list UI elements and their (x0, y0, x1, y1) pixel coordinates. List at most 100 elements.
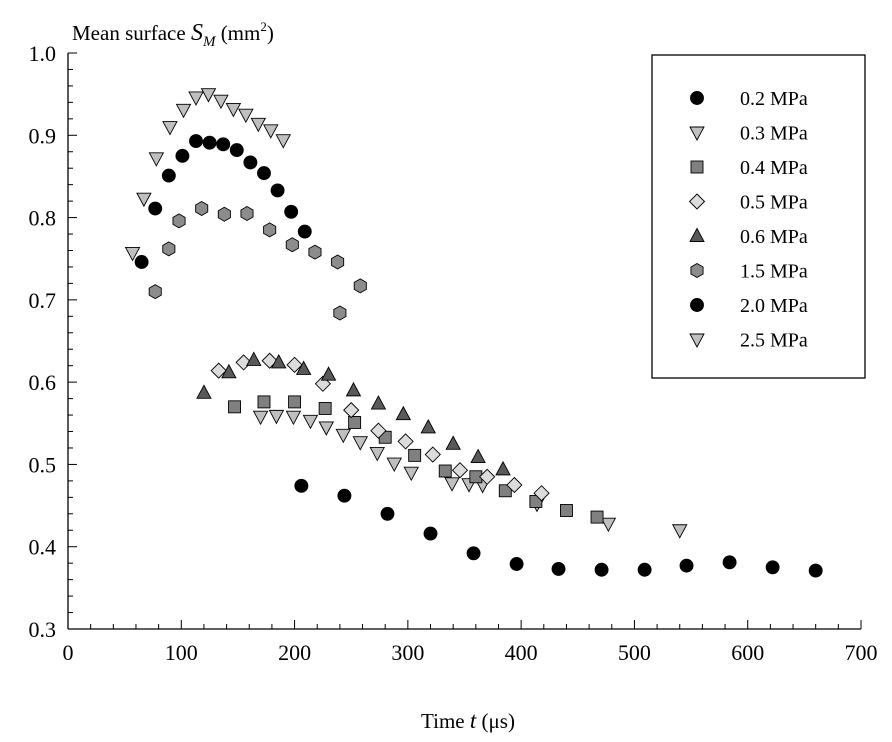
data-points (124, 88, 823, 578)
data-point (229, 143, 244, 158)
x-axis-title: Time t (μs) (421, 708, 515, 733)
data-point (470, 448, 486, 463)
data-point (285, 410, 302, 426)
y-axis-title-prefix: Mean surface (72, 21, 191, 45)
data-point (679, 558, 694, 573)
data-point (320, 366, 337, 381)
y-axis-title: Mean surface SM (mm2) (72, 19, 274, 50)
y-tick-label: 0.8 (29, 206, 57, 231)
data-point (270, 353, 287, 369)
data-point (175, 103, 192, 119)
data-point (286, 356, 303, 373)
data-point (250, 117, 267, 133)
data-point (380, 506, 395, 521)
y-axis-title-close: ) (267, 21, 274, 45)
axes (67, 53, 861, 630)
data-point (590, 510, 604, 524)
data-point (213, 94, 229, 110)
series-0-4-mpa (228, 395, 604, 524)
x-tick-label: 700 (845, 640, 878, 665)
y-tick-label: 0.5 (29, 452, 57, 477)
legend-marker (690, 298, 704, 312)
legend-label: 0.4 MPa (740, 157, 808, 179)
data-point (509, 557, 524, 571)
data-point (808, 563, 823, 578)
y-tick-label: 0.4 (29, 535, 57, 560)
x-axis-title-prefix: Time (421, 709, 470, 733)
data-point (600, 517, 617, 533)
data-point (188, 91, 204, 106)
data-point (498, 484, 512, 498)
legend-label: 1.5 MPa (740, 261, 808, 283)
data-point (148, 284, 162, 300)
data-point (424, 446, 441, 463)
data-point (162, 121, 178, 136)
legend-label: 0.3 MPa (740, 123, 808, 145)
data-point (243, 155, 258, 170)
data-point (189, 134, 203, 148)
data-point (337, 488, 352, 503)
y-tick-label: 0.7 (29, 288, 57, 313)
legend-label: 2.0 MPa (740, 295, 808, 317)
data-point (722, 555, 737, 570)
data-point (438, 464, 452, 478)
data-point (240, 205, 254, 221)
legend-marker (690, 160, 704, 174)
data-point (284, 204, 299, 219)
data-point (345, 381, 362, 397)
legend-items: 0.2 MPa 0.3 MPa 0.4 MPa 0.5 MPa 0.6 MPa 1.5 M… (688, 88, 808, 352)
data-point (217, 206, 231, 222)
data-point (348, 416, 362, 429)
data-point (136, 192, 152, 208)
series-0-5-mpa (210, 352, 550, 502)
data-point (263, 222, 277, 238)
x-tick-label: 0 (63, 640, 74, 665)
data-point (352, 436, 369, 451)
y-tick-label: 0.9 (29, 123, 57, 148)
data-point (403, 466, 420, 482)
y-axis-title-unit: (mm (215, 21, 260, 45)
legend-marker (689, 227, 705, 242)
data-point (148, 152, 165, 167)
data-point (318, 402, 332, 415)
data-point (235, 354, 252, 371)
data-point (257, 395, 271, 409)
data-point (479, 468, 496, 485)
x-tick-label: 300 (391, 640, 424, 665)
x-tick-label: 200 (278, 640, 311, 665)
data-point (196, 384, 212, 399)
data-point (225, 103, 242, 118)
data-point (560, 504, 573, 517)
data-point (124, 247, 141, 262)
data-point (444, 477, 460, 492)
y-axis-ticks: 0.3 0.4 0.5 0.6 0.7 0.8 0.9 1.0 (29, 41, 77, 642)
data-point (466, 546, 481, 561)
data-point (637, 562, 652, 577)
data-point (423, 526, 438, 541)
data-point (216, 137, 231, 152)
data-point (369, 446, 386, 462)
x-tick-label: 400 (505, 640, 538, 665)
data-point (257, 166, 271, 181)
data-point (162, 241, 176, 257)
data-point (302, 414, 319, 430)
data-point (275, 134, 291, 149)
data-point (134, 255, 149, 269)
data-point (202, 135, 217, 150)
y-tick-label: 0.3 (29, 617, 57, 642)
data-point (533, 485, 550, 502)
data-point (297, 224, 312, 239)
x-axis-title-unit: (μs) (476, 709, 515, 733)
legend-marker (690, 91, 704, 105)
legend-label: 0.5 MPa (740, 192, 808, 214)
data-point (175, 148, 190, 163)
data-point (238, 108, 254, 124)
data-point (594, 562, 609, 577)
data-point (246, 351, 262, 366)
legend-label: 2.5 MPa (740, 330, 808, 352)
series-2-0-mpa (134, 134, 312, 269)
data-point (210, 362, 227, 379)
data-point (228, 400, 241, 414)
y-axis-title-symbol: S (191, 20, 203, 46)
